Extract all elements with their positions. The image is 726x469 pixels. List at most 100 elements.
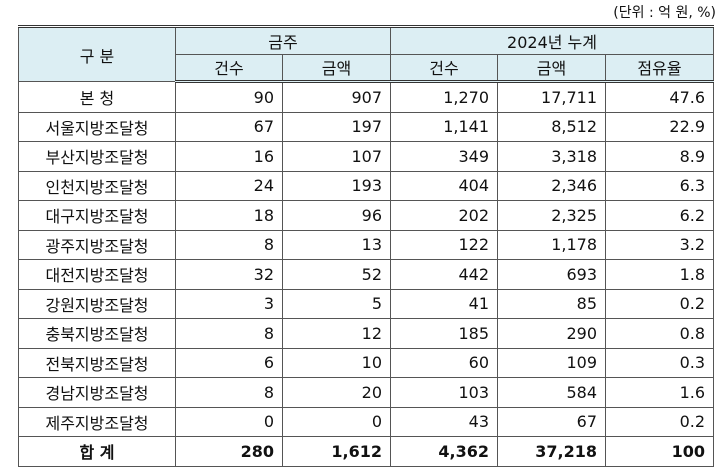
cell: 6.2 <box>605 200 715 231</box>
row-label: 서울지방조달청 <box>18 111 176 142</box>
cell: 109 <box>497 347 607 378</box>
cell: 185 <box>390 318 499 349</box>
cell: 442 <box>390 259 499 290</box>
cell: 3 <box>175 288 283 319</box>
cell: 0.2 <box>605 406 715 437</box>
table-row: 광주지방조달청 8 13 122 1,178 3.2 <box>18 229 715 260</box>
cell: 32 <box>175 259 283 290</box>
row-label: 대전지방조달청 <box>18 259 176 290</box>
cell: 2,325 <box>497 200 607 231</box>
cell: 2,346 <box>497 170 607 201</box>
header-cell: 건수 <box>175 53 283 83</box>
cell: 3,318 <box>497 141 607 172</box>
cell: 4,362 <box>390 436 499 467</box>
cell: 100 <box>605 436 715 467</box>
table-row: 강원지방조달청 3 5 41 85 0.2 <box>18 288 715 319</box>
cell: 290 <box>497 318 607 349</box>
header-cell: 건수 <box>390 53 499 83</box>
cell: 693 <box>497 259 607 290</box>
cell: 584 <box>497 377 607 408</box>
cell: 37,218 <box>497 436 607 467</box>
cell: 90 <box>175 81 283 113</box>
cell: 0.3 <box>605 347 715 378</box>
table-row: 서울지방조달청 67 197 1,141 8,512 22.9 <box>18 111 715 142</box>
cell: 60 <box>390 347 499 378</box>
cell: 12 <box>281 318 392 349</box>
cell: 47.6 <box>605 81 715 113</box>
row-label: 본 청 <box>18 81 176 113</box>
cell: 8 <box>175 377 283 408</box>
cell: 8 <box>175 229 283 260</box>
header-cell: 2024년 누계 <box>390 25 715 55</box>
cell: 20 <box>281 377 392 408</box>
table-row: 본 청 90 907 1,270 17,711 47.6 <box>18 81 715 113</box>
table-row: 합 계 280 1,612 4,362 37,218 100 <box>18 436 715 467</box>
cell: 67 <box>175 111 283 142</box>
cell: 24 <box>175 170 283 201</box>
cell: 0 <box>281 406 392 437</box>
cell: 67 <box>497 406 607 437</box>
table-row: 전북지방조달청 6 10 60 109 0.3 <box>18 347 715 378</box>
cell: 0.8 <box>605 318 715 349</box>
cell: 1,612 <box>281 436 392 467</box>
unit-label: (단위 : 억 원, %) <box>613 5 716 21</box>
cell: 18 <box>175 200 283 231</box>
cell: 197 <box>281 111 392 142</box>
cell: 5 <box>281 288 392 319</box>
cell: 43 <box>390 406 499 437</box>
cell: 6.3 <box>605 170 715 201</box>
cell: 16 <box>175 141 283 172</box>
cell: 13 <box>281 229 392 260</box>
row-label: 충북지방조달청 <box>18 318 176 349</box>
row-label: 대구지방조달청 <box>18 200 176 231</box>
cell: 103 <box>390 377 499 408</box>
row-label: 합 계 <box>18 436 176 467</box>
header-cell: 점유율 <box>605 53 715 83</box>
cell: 907 <box>281 81 392 113</box>
table: 구 분 금주 2024년 누계 건수 금액 건수 금액 점유율 본 청 90 907 1,27… <box>18 25 715 467</box>
table-row: 대전지방조달청 32 52 442 693 1.8 <box>18 259 715 290</box>
cell: 1,141 <box>390 111 499 142</box>
cell: 0.2 <box>605 288 715 319</box>
row-label: 광주지방조달청 <box>18 229 176 260</box>
row-label: 경남지방조달청 <box>18 377 176 408</box>
header-cell: 금주 <box>174 25 392 55</box>
cell: 349 <box>390 141 499 172</box>
header-row: 구 분 금주 2024년 누계 <box>18 25 715 82</box>
header-cell: 금액 <box>281 53 392 83</box>
cell: 107 <box>281 141 392 172</box>
cell: 8 <box>175 318 283 349</box>
table-row: 부산지방조달청 16 107 349 3,318 8.9 <box>18 141 715 172</box>
header-row: 건수 금액 건수 금액 점유율 <box>19 53 715 83</box>
cell: 3.2 <box>605 229 715 260</box>
cell: 6 <box>175 347 283 378</box>
cell: 1,178 <box>497 229 607 260</box>
cell: 8.9 <box>605 141 715 172</box>
table-row: 충북지방조달청 8 12 185 290 0.8 <box>18 318 715 349</box>
row-label: 전북지방조달청 <box>18 347 176 378</box>
table-row: 경남지방조달청 8 20 103 584 1.6 <box>18 377 715 408</box>
cell: 404 <box>390 170 499 201</box>
cell: 1,270 <box>390 81 499 113</box>
cell: 122 <box>390 229 499 260</box>
cell: 8,512 <box>497 111 607 142</box>
cell: 52 <box>281 259 392 290</box>
cell: 41 <box>390 288 499 319</box>
cell: 10 <box>281 347 392 378</box>
table-row: 제주지방조달청 0 0 43 67 0.2 <box>18 406 715 437</box>
cell: 22.9 <box>605 111 715 142</box>
table-row: 대구지방조달청 18 96 202 2,325 6.2 <box>18 200 715 231</box>
cell: 1.6 <box>605 377 715 408</box>
row-label: 강원지방조달청 <box>18 288 176 319</box>
row-label: 제주지방조달청 <box>18 406 176 437</box>
row-label: 인천지방조달청 <box>18 170 176 201</box>
cell: 17,711 <box>497 81 607 113</box>
table-row: 인천지방조달청 24 193 404 2,346 6.3 <box>18 170 715 201</box>
header-cell: 금액 <box>497 53 607 83</box>
header-cell: 구 분 <box>18 25 176 82</box>
cell: 202 <box>390 200 499 231</box>
cell: 1.8 <box>605 259 715 290</box>
cell: 0 <box>175 406 283 437</box>
cell: 85 <box>497 288 607 319</box>
